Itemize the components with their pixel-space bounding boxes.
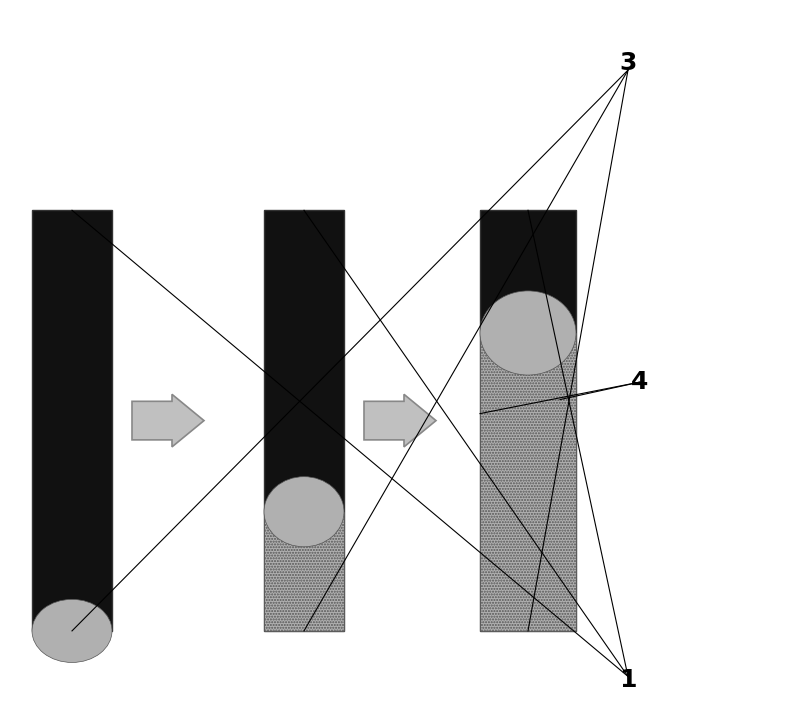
Ellipse shape [264,477,344,547]
FancyArrow shape [364,394,436,447]
Bar [480,210,576,631]
Bar [264,210,344,631]
Bar [32,210,112,631]
Ellipse shape [32,599,112,662]
Bar [480,333,576,631]
Text: 4: 4 [631,370,649,394]
FancyArrow shape [132,394,204,447]
Bar [264,512,344,631]
Ellipse shape [480,291,576,375]
Text: 3: 3 [619,51,637,75]
Text: 1: 1 [619,668,637,692]
